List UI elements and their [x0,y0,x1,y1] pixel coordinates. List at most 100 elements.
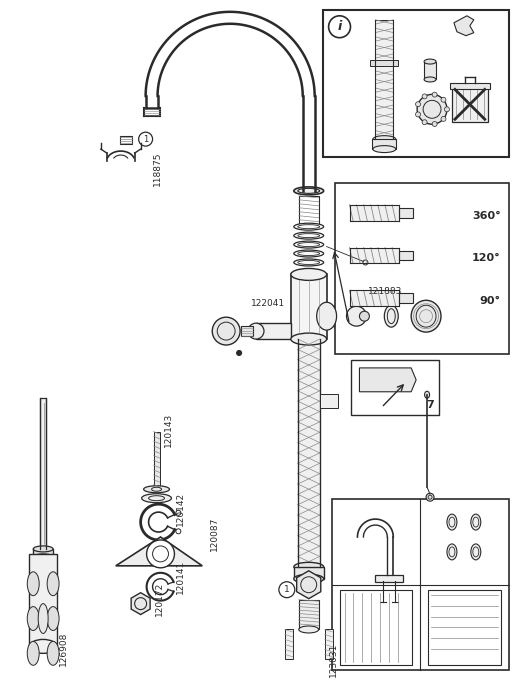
Text: 120142: 120142 [177,492,185,526]
Bar [285,629,293,659]
Text: 120143: 120143 [163,412,173,447]
Circle shape [441,116,446,121]
Circle shape [444,107,450,112]
Text: 120°: 120° [472,253,501,263]
Bar [299,196,319,224]
Bar [370,60,398,66]
Ellipse shape [447,514,457,530]
Ellipse shape [294,259,323,266]
Ellipse shape [471,544,481,560]
Bar [120,136,132,144]
Bar [33,549,53,557]
Ellipse shape [471,514,481,530]
Text: 120087: 120087 [210,517,219,551]
Bar [399,293,413,303]
Ellipse shape [299,626,319,633]
Bar [399,251,413,260]
Ellipse shape [38,603,48,634]
Ellipse shape [317,302,337,330]
Ellipse shape [411,300,441,332]
Ellipse shape [27,641,39,665]
Text: 1: 1 [284,585,290,594]
Ellipse shape [424,391,430,398]
Bar [424,62,436,80]
Ellipse shape [294,562,323,571]
Circle shape [426,494,434,501]
Bar [332,499,509,671]
Circle shape [417,94,447,124]
Bar [40,398,46,549]
Ellipse shape [142,494,171,503]
Ellipse shape [47,572,59,596]
Ellipse shape [424,77,436,82]
Text: 122041: 122041 [251,299,285,308]
Bar [294,567,323,579]
Text: 120172: 120172 [154,582,164,616]
Bar [29,554,57,646]
Ellipse shape [373,136,396,143]
Circle shape [432,122,437,127]
Text: 121883: 121883 [368,287,403,296]
Circle shape [416,112,421,117]
Ellipse shape [294,187,323,195]
Ellipse shape [248,323,264,339]
Bar [428,589,501,665]
Circle shape [329,16,351,38]
Ellipse shape [373,146,396,153]
Ellipse shape [27,607,39,631]
Text: 118875: 118875 [153,152,162,186]
Ellipse shape [447,544,457,560]
Text: 90°: 90° [479,296,501,307]
Ellipse shape [144,486,169,493]
Text: 120141: 120141 [177,559,185,594]
Bar [372,139,396,149]
Bar [339,589,412,665]
Bar [375,20,393,139]
Ellipse shape [294,241,323,248]
Ellipse shape [33,554,53,560]
Bar [375,575,403,582]
Ellipse shape [294,223,323,230]
Circle shape [441,97,446,102]
Text: i: i [337,20,341,34]
Bar [322,10,509,157]
Bar [256,323,291,339]
Bar [452,88,488,122]
Ellipse shape [291,333,327,345]
Ellipse shape [294,574,323,583]
Text: 123031: 123031 [329,642,338,676]
Ellipse shape [291,268,327,281]
Circle shape [212,317,240,345]
Ellipse shape [27,572,39,596]
Text: 360°: 360° [472,211,501,220]
Bar [450,83,490,90]
Ellipse shape [347,306,366,326]
Polygon shape [359,368,416,392]
Bar [299,600,319,629]
Bar [327,306,356,326]
Ellipse shape [47,641,59,665]
Circle shape [422,120,427,125]
Circle shape [359,312,369,321]
Bar [320,394,337,407]
Ellipse shape [384,305,398,327]
Bar [399,208,413,218]
Bar [350,205,399,220]
Ellipse shape [33,546,53,552]
Bar [153,432,160,489]
Bar [241,326,253,336]
Polygon shape [116,537,202,566]
Circle shape [416,102,421,106]
Ellipse shape [424,59,436,64]
Polygon shape [297,570,321,598]
Bar [291,274,327,339]
Text: 126908: 126908 [59,631,68,666]
Circle shape [147,540,175,568]
Bar [335,183,509,354]
Ellipse shape [294,232,323,239]
Ellipse shape [47,607,59,631]
Circle shape [432,92,437,97]
Text: 1: 1 [143,134,148,144]
Bar [298,339,320,567]
Bar [350,248,399,263]
